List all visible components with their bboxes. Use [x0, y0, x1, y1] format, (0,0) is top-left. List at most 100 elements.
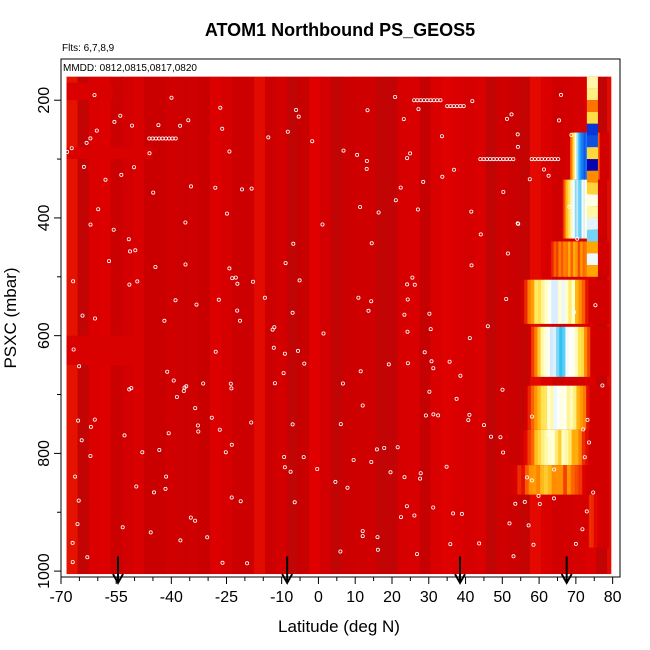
data-point	[531, 542, 536, 547]
heatmap-cell	[571, 179, 574, 239]
heatmap-cell	[544, 465, 549, 495]
heatmap-cell	[598, 279, 603, 324]
data-point	[369, 241, 374, 246]
data-point	[515, 132, 520, 137]
data-point	[282, 454, 287, 459]
x-axis-label: Latitude (deg N)	[278, 617, 400, 636]
data-point	[133, 248, 138, 253]
dates-note: MMDD: 0812,0815,0817,0820	[63, 63, 197, 74]
data-point	[427, 389, 432, 394]
heatmap-cell	[596, 494, 598, 548]
x-tick-label: 60	[530, 589, 548, 606]
data-point	[262, 295, 267, 300]
heatmap-cell	[571, 132, 574, 180]
heatmap-cell	[563, 241, 567, 277]
heatmap-cell	[575, 241, 579, 277]
heatmap-cell	[198, 76, 211, 575]
data-point	[310, 139, 315, 144]
data-point	[85, 555, 90, 560]
data-point	[501, 450, 506, 455]
data-point	[395, 445, 400, 450]
data-point	[402, 475, 407, 480]
data-point	[148, 530, 153, 535]
heatmap-cell	[571, 429, 576, 466]
heatmap-cell	[559, 326, 563, 377]
heatmap-cell	[581, 179, 584, 239]
heatmap-cell	[176, 76, 189, 575]
data-point	[552, 467, 557, 472]
heatmap-cell	[527, 429, 532, 466]
data-point	[174, 394, 179, 399]
heatmap-cell	[588, 429, 593, 466]
heatmap-cell	[309, 76, 321, 575]
heatmap-cell	[566, 179, 569, 239]
data-point	[70, 540, 75, 545]
heatmap-cell	[586, 465, 591, 495]
heatmap-cell	[585, 429, 589, 466]
heatmap-cell	[579, 385, 584, 430]
data-point	[80, 313, 85, 318]
data-point	[84, 140, 89, 145]
data-point	[431, 412, 436, 417]
data-point	[71, 347, 76, 352]
data-point	[469, 209, 474, 214]
data-point	[451, 511, 456, 516]
data-point	[163, 486, 168, 491]
heatmap-cell	[589, 465, 595, 495]
heatmap-cell	[594, 494, 596, 548]
heatmap-cell	[586, 170, 598, 183]
data-point	[135, 279, 140, 284]
data-point	[423, 413, 428, 418]
data-point	[466, 418, 471, 423]
heatmap-cell	[585, 132, 588, 180]
data-point	[218, 105, 223, 110]
heatmap-cell	[561, 279, 566, 324]
data-point	[467, 336, 472, 341]
data-point	[156, 123, 161, 128]
heatmap-cell	[570, 241, 574, 277]
heatmap-cell	[524, 429, 528, 466]
data-point	[272, 381, 277, 386]
heatmap-cell	[586, 100, 598, 112]
data-point	[96, 207, 101, 212]
data-point	[525, 475, 530, 480]
data-point	[439, 134, 444, 139]
heatmap-cell	[573, 385, 577, 430]
x-tick-label: -10	[270, 589, 293, 606]
heatmap-cell	[547, 465, 553, 495]
heatmap-cell	[573, 132, 576, 180]
data-point	[217, 427, 222, 432]
data-point	[585, 417, 590, 422]
data-point	[530, 414, 535, 419]
data-point	[516, 221, 521, 226]
data-point	[296, 114, 301, 119]
data-point	[294, 108, 299, 113]
data-point	[122, 433, 127, 438]
heatmap-cell	[597, 465, 602, 495]
data-point	[162, 318, 167, 323]
data-point	[418, 476, 423, 481]
data-point	[461, 104, 466, 109]
data-point	[69, 146, 74, 151]
data-point	[481, 423, 486, 428]
data-point	[201, 381, 206, 386]
heatmap-cell	[578, 429, 583, 466]
heatmap-cell	[599, 132, 602, 180]
heatmap-cell	[579, 179, 582, 239]
heatmap-cell	[586, 253, 598, 266]
heatmap-cell	[549, 326, 554, 377]
heatmap-cell	[541, 279, 545, 324]
data-point	[230, 276, 235, 281]
data-point	[140, 450, 145, 455]
data-point	[537, 501, 542, 506]
heatmap-cell	[543, 326, 548, 377]
data-point	[290, 310, 295, 315]
heatmap-cell	[353, 76, 365, 575]
data-point	[205, 535, 210, 540]
data-point	[76, 498, 81, 503]
data-point	[315, 466, 320, 471]
heatmap-cell	[561, 429, 566, 466]
heatmap-cell	[541, 429, 545, 466]
heatmap-cell	[576, 385, 581, 430]
